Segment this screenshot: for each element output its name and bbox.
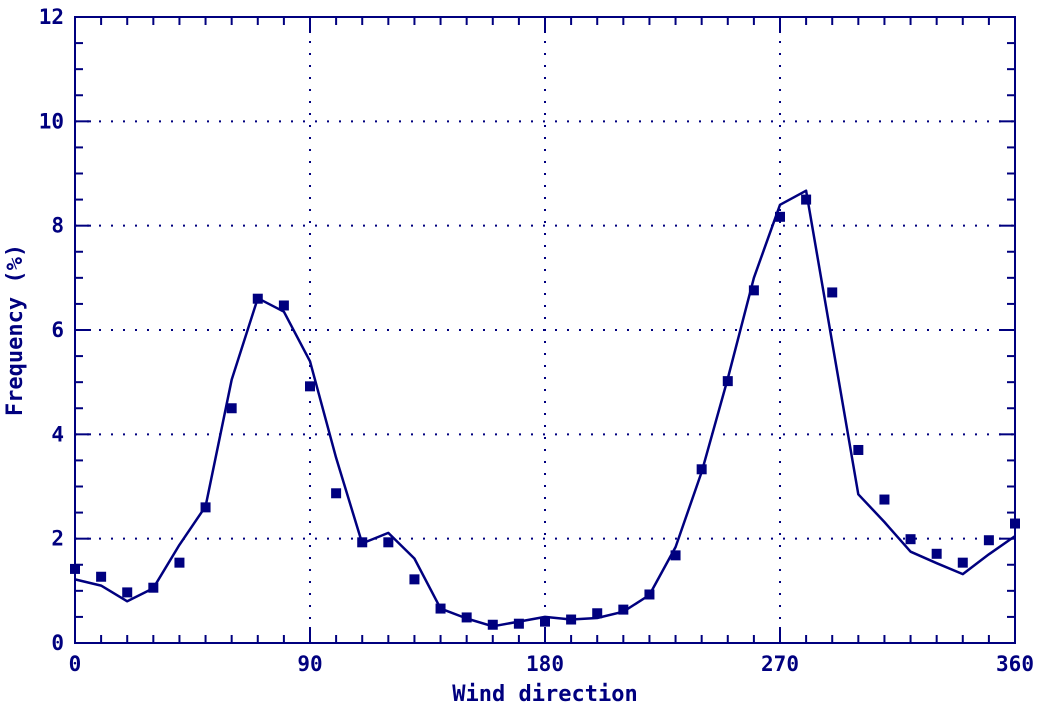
- data-point: [801, 194, 812, 205]
- y-tick-label: 0: [51, 631, 64, 655]
- data-point: [592, 608, 603, 619]
- data-point: [670, 550, 681, 561]
- data-point: [957, 557, 968, 568]
- data-point: [409, 574, 420, 585]
- data-point: [879, 494, 890, 505]
- data-point: [383, 537, 394, 548]
- y-tick-label: 4: [51, 422, 64, 446]
- data-point: [748, 285, 759, 296]
- data-point: [226, 403, 237, 414]
- data-point: [174, 557, 185, 568]
- x-tick-label: 270: [761, 652, 799, 676]
- data-point: [618, 604, 629, 615]
- data-point: [122, 587, 133, 598]
- grid-lines: [75, 17, 1015, 643]
- series-layer: [70, 189, 1020, 630]
- x-tick-label: 180: [526, 652, 564, 676]
- y-tick-label: 10: [39, 109, 64, 133]
- data-point: [540, 616, 550, 627]
- data-point: [1010, 518, 1020, 529]
- data-point: [775, 211, 785, 222]
- data-point: [70, 563, 80, 574]
- x-axis-label: Wind direction: [452, 682, 637, 707]
- x-tick-label: 90: [297, 652, 322, 676]
- data-point: [513, 618, 524, 629]
- x-tick-label: 0: [69, 652, 82, 676]
- y-tick-label: 6: [51, 318, 64, 342]
- data-point: [96, 571, 107, 582]
- data-point: [331, 488, 342, 499]
- data-point: [983, 535, 994, 546]
- y-axis-label: Frequency (%): [3, 244, 28, 416]
- plot-frame: [74, 16, 1016, 644]
- x-tick-label: 360: [996, 652, 1034, 676]
- data-point: [487, 619, 498, 630]
- tick-labels: 0 90 180 270 360 0 2 4 6 8 10 12: [39, 5, 1034, 676]
- data-point: [305, 381, 315, 392]
- data-point: [853, 444, 864, 455]
- y-tick-label: 8: [51, 214, 64, 238]
- model-line: [74, 189, 1016, 628]
- data-point: [278, 300, 289, 311]
- data-point: [931, 548, 942, 559]
- y-tick-label: 2: [51, 527, 64, 551]
- y-tick-label: 12: [39, 5, 64, 29]
- data-point: [905, 534, 916, 545]
- data-point: [827, 287, 838, 298]
